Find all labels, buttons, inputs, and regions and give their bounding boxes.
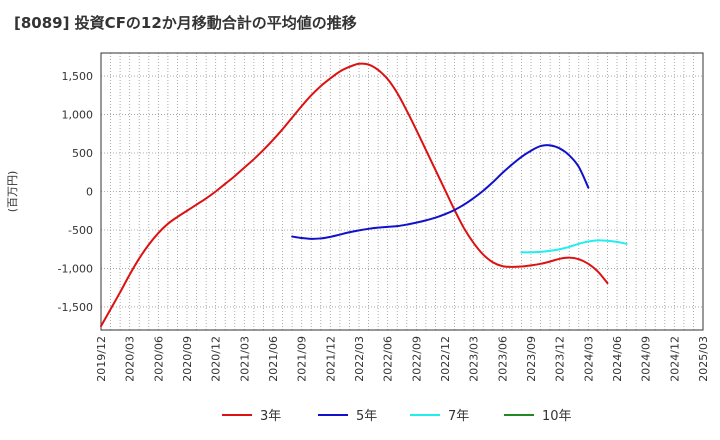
legend: 3年 5年 7年 10年	[222, 409, 572, 424]
y-tick-label: 1,000	[62, 109, 94, 122]
x-tick-label: 2022/09	[410, 336, 423, 382]
y-tick-label: -1,000	[58, 262, 93, 275]
x-tick-label: 2022/06	[382, 336, 395, 382]
grid	[100, 53, 704, 330]
legend-item: 10年	[504, 409, 572, 424]
x-tick-label: 2024/06	[611, 336, 624, 382]
x-tick-label: 2019/12	[95, 336, 108, 382]
series-line-5年	[291, 144, 590, 240]
legend-label: 10年	[542, 409, 572, 424]
x-tick-label: 2021/03	[238, 336, 251, 382]
x-tick-label: 2023/06	[496, 336, 509, 382]
y-tick-label: -500	[68, 224, 93, 237]
x-tick-label: 2021/06	[267, 336, 280, 382]
x-tick-label: 2023/09	[525, 336, 538, 382]
x-tick-label: 2024/12	[668, 336, 681, 382]
x-tick-label: 2022/03	[353, 336, 366, 382]
y-tick-label: -1,500	[58, 301, 93, 314]
y-axis: -1,500 -1,000 -500 0 500 1,000 1,500	[58, 70, 93, 314]
x-tick-label: 2024/03	[582, 336, 595, 382]
x-tick-label: 2020/03	[124, 336, 137, 382]
x-tick-label: 2020/06	[152, 336, 165, 382]
y-tick-label: 0	[86, 186, 93, 199]
legend-item: 5年	[318, 409, 377, 424]
legend-item: 7年	[410, 409, 469, 424]
series-line-7年	[520, 239, 628, 254]
x-tick-label: 2025/03	[697, 336, 710, 382]
x-tick-label: 2020/09	[181, 336, 194, 382]
legend-label: 7年	[448, 409, 469, 424]
legend-label: 3年	[260, 409, 281, 424]
y-tick-label: 500	[72, 147, 93, 160]
series-line-3年	[100, 62, 609, 328]
plot-frame	[100, 52, 704, 331]
x-tick-label: 2023/12	[554, 336, 567, 382]
x-tick-label: 2021/09	[296, 336, 309, 382]
legend-item: 3年	[222, 409, 281, 424]
series-lines	[100, 62, 628, 328]
x-tick-label: 2021/12	[324, 336, 337, 382]
y-axis-label: (百万円)	[6, 171, 19, 213]
x-axis: 2019/12 2020/03 2020/06 2020/09 2020/12 2021/…	[95, 336, 710, 382]
x-tick-label: 2023/03	[468, 336, 481, 382]
legend-label: 5年	[356, 409, 377, 424]
x-tick-label: 2024/09	[640, 336, 653, 382]
x-tick-label: 2020/12	[210, 336, 223, 382]
x-tick-label: 2022/12	[439, 336, 452, 382]
chart-title: [8089] 投資CFの12か月移動合計の平均値の推移	[14, 14, 357, 32]
y-tick-label: 1,500	[62, 70, 94, 83]
